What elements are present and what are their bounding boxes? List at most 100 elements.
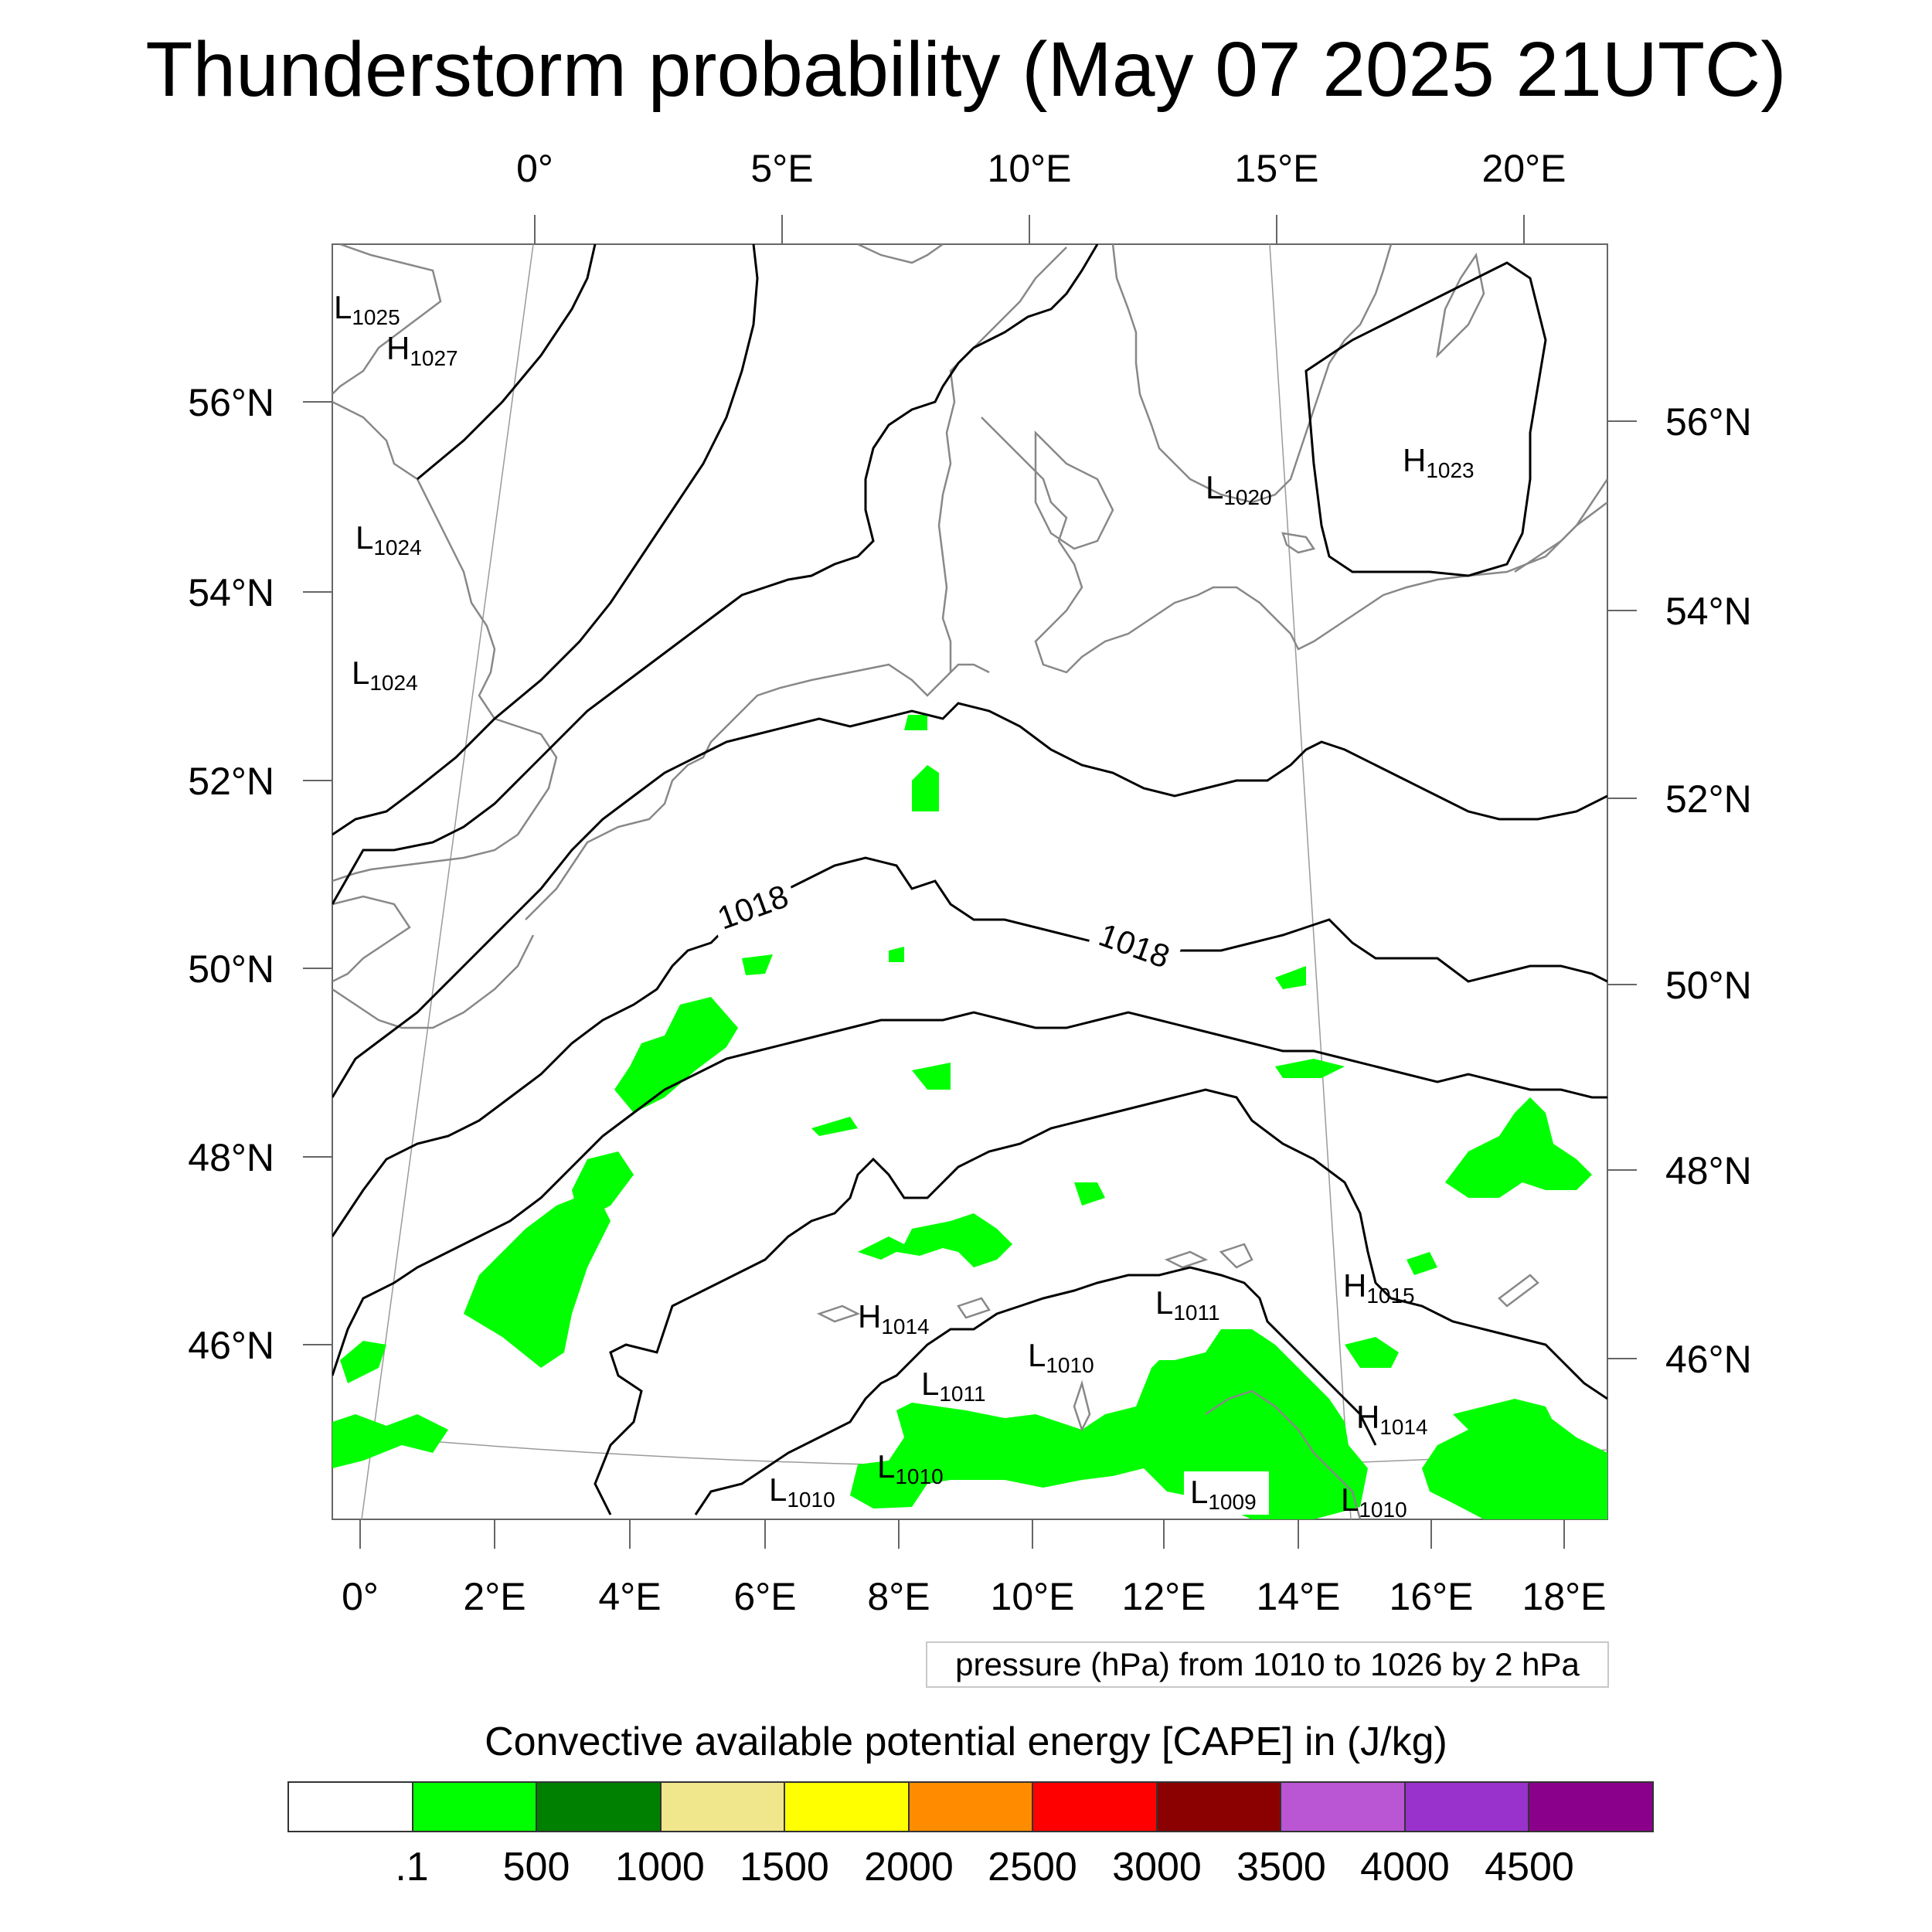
left-lat-label: 50°N [188,947,274,991]
colorbar-label: 3500 [1236,1845,1326,1889]
cape-area-slovenia [1345,1337,1399,1368]
top-lon-label: 15°E [1235,147,1319,190]
lake-constance [957,1297,991,1319]
colorbar-title: Convective available potential energy [C… [485,1719,1447,1764]
coast-denmark [937,247,1607,674]
isobar-1020 [332,702,1607,1098]
alps-lakes [1164,1243,1253,1269]
colorbar-label: 1500 [740,1845,829,1889]
lake-balaton [1498,1274,1539,1308]
cape-area-france-west [464,1190,611,1368]
top-lon-label: 20°E [1482,147,1566,190]
bottom-lon-label: 14°E [1257,1575,1341,1618]
colorbar-label: 2000 [864,1845,954,1889]
isobar-1023-high [1304,261,1547,577]
colorbar-label: .1 [395,1845,429,1889]
isobar-1026 [417,244,597,481]
pressure-center: L1020 [1206,469,1272,509]
cape-area-swabia [811,1117,858,1136]
cape-area-pannonia [1406,1252,1437,1275]
isobar-1014 [594,1088,1607,1515]
pressure-center: L1010 [1028,1337,1094,1377]
colorbar-box [785,1783,910,1831]
pressure-center: L1025 [334,289,400,329]
colorbar-box [413,1783,538,1831]
coast-channel-france [525,663,990,920]
pressure-center: L1010 [769,1471,835,1512]
coast-jutland-islands [1034,430,1114,550]
colorbar-box [1529,1783,1653,1831]
map-title: Thunderstorm probability (May 07 2025 21… [145,26,1787,113]
bottom-lon-label: 12°E [1122,1575,1206,1618]
colorbar-label: 2500 [988,1845,1077,1889]
pressure-center: L1010 [877,1448,944,1488]
pressure-center: L1009 [1190,1474,1257,1514]
isobar-1024 [332,244,759,836]
colorbar-box [1157,1783,1282,1831]
coast-norway [857,244,944,264]
pressure-centers: L1025 H1027 L1024 L1024 L1020 H1023 H101… [334,289,1475,1522]
coast-adriatic [1205,1389,1362,1519]
cape-area-lowlands [912,765,939,811]
colorbar-box [909,1783,1034,1831]
pressure-center: H1014 [1356,1399,1428,1439]
bottom-lon-label: 2°E [463,1575,526,1618]
bottom-lon-labels: 0° 2°E 4°E 6°E 8°E 10°E 12°E 14°E 16°E 1… [342,1575,1606,1618]
colorbar-box [1033,1783,1158,1831]
pressure-center: L1024 [352,655,418,695]
isobar-1022 [332,244,1099,905]
top-lon-label: 0° [516,147,553,190]
cape-area-hesse [912,1063,951,1090]
coast-sweden [1111,244,1393,504]
colorbar-label: 1000 [615,1845,705,1889]
cape-area-coast [340,1341,386,1383]
coast-france-west [332,934,535,1029]
colorbar-label: 4500 [1485,1845,1574,1889]
tick-marks [303,215,1637,1549]
pressure-center: L1011 [1155,1284,1220,1325]
top-lon-label: 10°E [988,147,1072,190]
right-lat-label: 56°N [1665,400,1752,444]
right-lat-label: 50°N [1665,964,1752,1007]
cape-area-france-north [572,1151,634,1221]
left-lat-label: 46°N [188,1324,274,1367]
bottom-lon-label: 18°E [1522,1575,1607,1618]
colorbar-label: 3000 [1112,1845,1202,1889]
bottom-lon-label: 8°E [867,1575,930,1618]
cape-area-czech [1275,966,1306,989]
cape-area-saxony [1275,1059,1345,1078]
isobar-1018 [332,856,1607,1237]
isobar-1016 [332,1011,1607,1376]
cape-area-ardennes [742,954,773,975]
colorbar-box [1281,1783,1406,1831]
pressure-center: H1027 [386,330,458,370]
lake-garda [1073,1379,1091,1433]
coast-gotland [1436,252,1485,359]
colorbar-box [537,1783,662,1831]
colorbar-box [289,1783,413,1831]
pressure-center: L1010 [1341,1481,1407,1522]
coast-bornholm [1281,532,1316,554]
colorbar-box [1405,1783,1530,1831]
coast-baltic-states [1514,502,1607,573]
left-lat-label: 48°N [188,1136,274,1179]
lake-geneva [816,1304,861,1323]
cape-area-sw [332,1414,448,1468]
bottom-lon-label: 10°E [991,1575,1075,1618]
cape-area-croatia [1453,1399,1553,1430]
top-lon-labels: 0° 5°E 10°E 15°E 20°E [516,147,1566,190]
cape-area-holland [904,715,927,730]
bottom-lon-label: 16°E [1389,1575,1474,1618]
pressure-center: H1023 [1403,442,1475,482]
left-lat-label: 56°N [188,381,274,424]
colorbar-label: 500 [502,1845,570,1889]
left-lat-label: 54°N [188,571,274,614]
bottom-lon-label: 4°E [598,1575,661,1618]
bottom-lon-label: 0° [342,1575,379,1618]
bottom-lon-label: 6°E [733,1575,796,1618]
cape-area-adriatic [1422,1414,1607,1519]
cape-area-bavaria [1074,1182,1105,1206]
isobar-1012 [694,1266,1377,1515]
contour-info-box: pressure (hPa) from 1010 to 1026 by 2 hP… [926,1641,1609,1688]
